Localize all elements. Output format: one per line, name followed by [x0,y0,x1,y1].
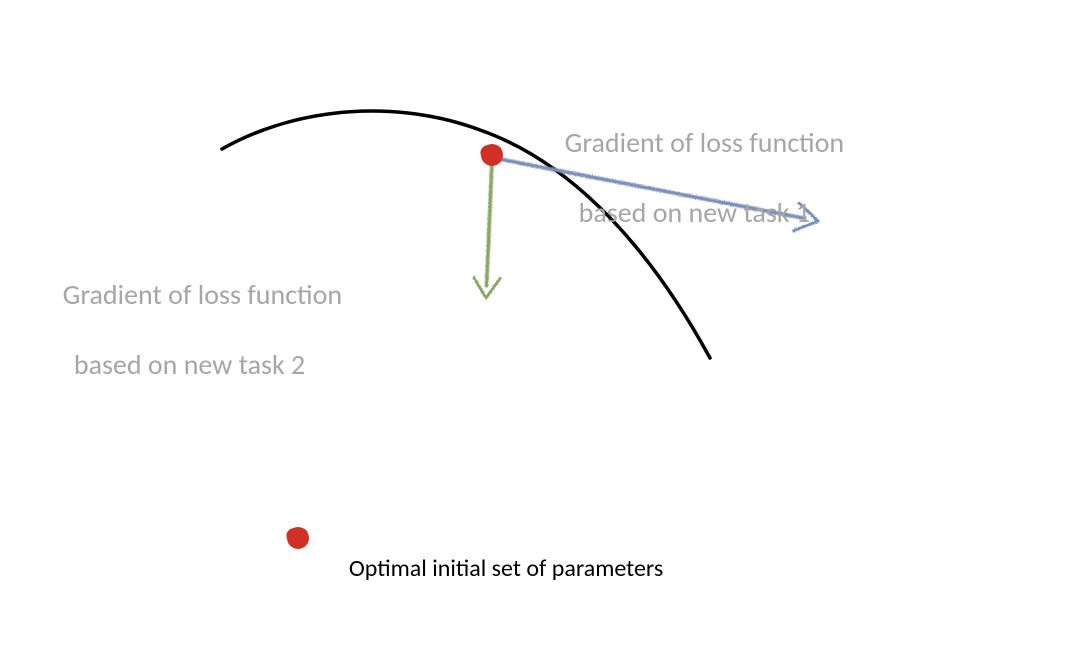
label-task1-line1: Gradient of loss function [565,125,844,160]
label-task1: Gradient of loss function based on new t… [552,90,844,230]
optimal-point-marker [480,144,503,166]
legend-marker [286,527,309,549]
label-task1-line2: based on new task 1 [565,195,810,230]
label-task2-line2: based on new task 2 [63,347,306,382]
legend-text: Optimal initial set of parameters [349,554,663,583]
gradient-arrow-task2 [474,162,500,298]
label-task2: Gradient of loss function based on new t… [50,242,342,382]
label-task2-line1: Gradient of loss function [63,277,342,312]
legend-label: Optimal initial set of parameters [338,524,663,584]
